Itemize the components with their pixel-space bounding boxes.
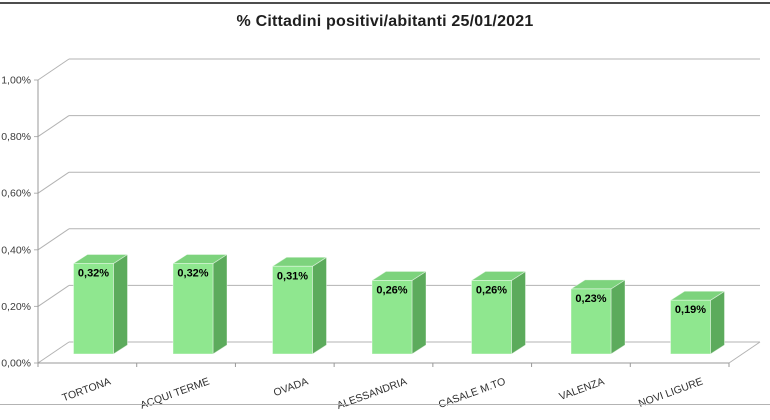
bar-value-label: 0,32% [78,267,109,279]
x-category-label: ACQUI TERME [139,376,211,412]
y-tick-label: 0,40% [1,244,31,256]
gridline-depth [37,115,70,138]
bar-front-face [471,280,512,355]
top-border-line [0,2,770,4]
chart-title: % Cittadini positivi/abitanti 25/01/2021 [236,13,534,30]
x-category-label: CASALE M.TO [437,376,507,411]
bar-value-label: 0,26% [476,284,507,296]
x-category-label: TORTONA [61,376,113,405]
bar-value-label: 0,31% [277,270,308,282]
y-tick-label: 0,60% [1,188,31,200]
bar-side-face [511,270,526,355]
bar-front-face [172,263,214,355]
gridline-depth [37,228,70,251]
bottom-border-line [0,404,770,405]
bar-front-face [670,299,711,355]
x-category-label: VALENZA [558,376,606,403]
y-tick-label: 0,80% [1,131,31,143]
bar-front-face [272,265,313,355]
bar-value-label: 0,19% [675,304,706,316]
gridline-depth [37,341,70,364]
floor-right-edge [728,341,761,364]
y-tick-label: 0,20% [1,301,31,313]
bar-side-face [411,270,427,355]
bar-front-face [371,280,413,355]
gridline-depth [37,284,70,307]
bar-front-face [73,263,114,355]
gridline-depth [37,171,70,194]
x-category-label: OVADA [272,376,310,400]
x-category-label: ALESSANDRIA [335,376,408,412]
bar-side-face [212,253,228,355]
bar-front-face [570,288,612,355]
bar-value-label: 0,32% [177,267,208,279]
bar-side-face [710,290,725,355]
y-tick-label: 1,00% [1,75,31,87]
bar-side-face [312,256,327,355]
bar-value-label: 0,26% [376,284,407,296]
gridline-depth [37,58,70,81]
bar-value-label: 0,23% [575,293,606,305]
bar-side-face [113,253,128,355]
bar-side-face [610,279,626,355]
y-tick-label: 0,00% [1,358,31,370]
